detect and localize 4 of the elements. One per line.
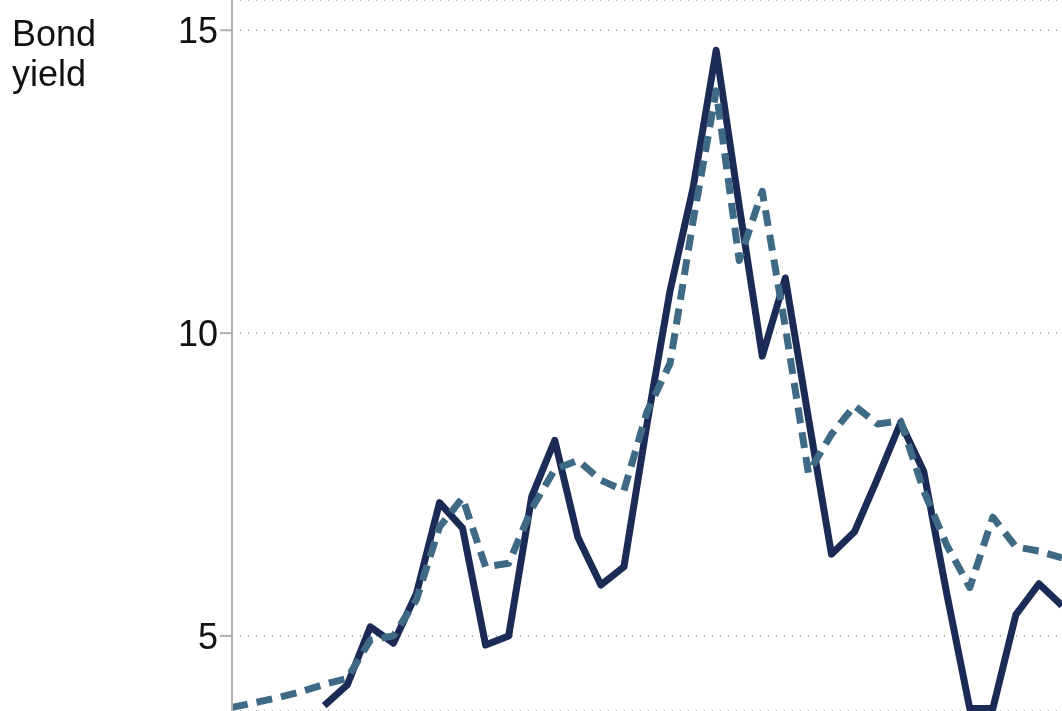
y-tick-label: 15 [177,10,218,52]
y-tick-label: 10 [177,312,218,354]
y-tick-label: 5 [197,615,218,657]
y-axis-title: Bond yield [12,13,98,94]
